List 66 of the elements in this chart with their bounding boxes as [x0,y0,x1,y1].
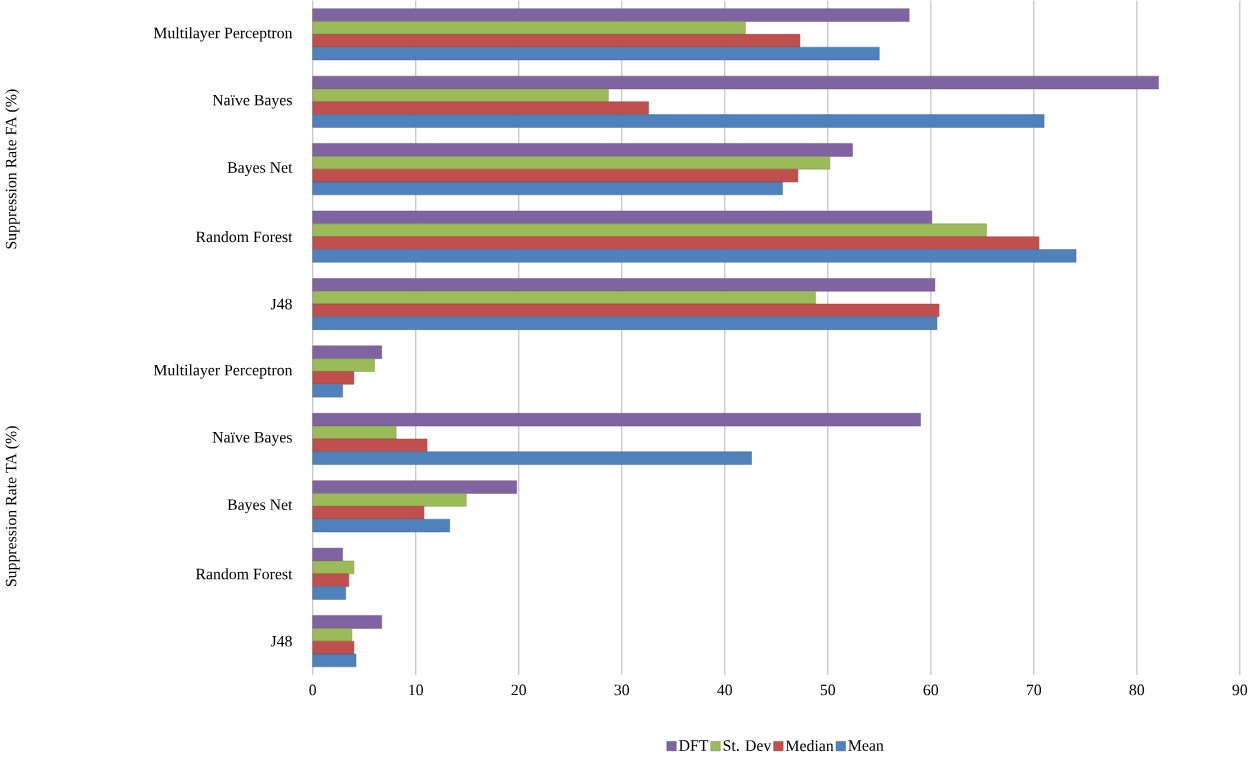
y-tick-label: Bayes Net [227,499,293,514]
bar [312,345,382,360]
text: Suppression Rate TA (%) [5,426,20,587]
bar [312,304,940,318]
bar [312,506,425,520]
bar [312,413,921,427]
bar [312,101,649,116]
y-tick-label: J48 [270,298,292,310]
bar [312,451,752,465]
bar [312,371,355,385]
y-tick-label: Naïve Bayes [212,95,292,109]
bar [312,76,1159,90]
bar [312,182,783,196]
x-tick-label: 50 [820,684,836,696]
bar [312,156,831,170]
legend-label: St. Dev [723,740,772,752]
bar [312,438,428,453]
bar [312,548,343,562]
bar [312,493,467,507]
bar [312,278,936,292]
y-tick-label: Random Forest [195,231,293,243]
y-tick-label: Bayes Net [227,162,293,177]
bar [312,358,375,372]
bar [312,291,816,305]
x-tick-label: 70 [1026,684,1042,696]
x-tick-label: 90 [1232,684,1248,696]
bar [312,143,853,157]
y-tick-label: Naïve Bayes [212,432,292,447]
bar [312,223,987,238]
bar [312,519,450,533]
y-tick-label: Multilayer Perceptron [153,364,293,379]
bar [312,615,382,629]
y-tick-label: Random Forest [195,568,293,580]
x-tick-label: 30 [614,684,630,696]
x-tick-label: 20 [511,684,527,696]
bar [312,573,349,588]
bar [312,426,397,440]
x-tick-label: 40 [717,684,733,696]
bar [312,21,746,35]
x-tick-label: 60 [923,684,939,696]
bar [312,654,357,668]
bar [312,249,1077,263]
bar [312,316,938,331]
bar [312,211,933,225]
bar [312,47,880,61]
bar [312,480,517,494]
bar [312,384,343,398]
bar [312,114,1045,128]
bar [312,628,353,642]
x-tick-label: 80 [1129,684,1145,696]
y-tick-label: Multilayer Perceptron [153,27,293,42]
text: Suppression Rate FA (%) [5,89,20,249]
legend-label: Median [785,740,834,752]
x-tick-label: 0 [309,684,317,696]
x-tick-label: 10 [409,684,424,696]
legend-label: DFT [679,740,709,751]
bar [312,641,355,655]
bar [312,236,1040,250]
y-tick-label: J48 [270,636,292,647]
bar [312,8,910,22]
bar [312,169,799,183]
bar [312,34,801,48]
legend-label: Mean [848,740,884,752]
bar [312,88,609,103]
bar [312,560,355,575]
bar [312,586,346,600]
